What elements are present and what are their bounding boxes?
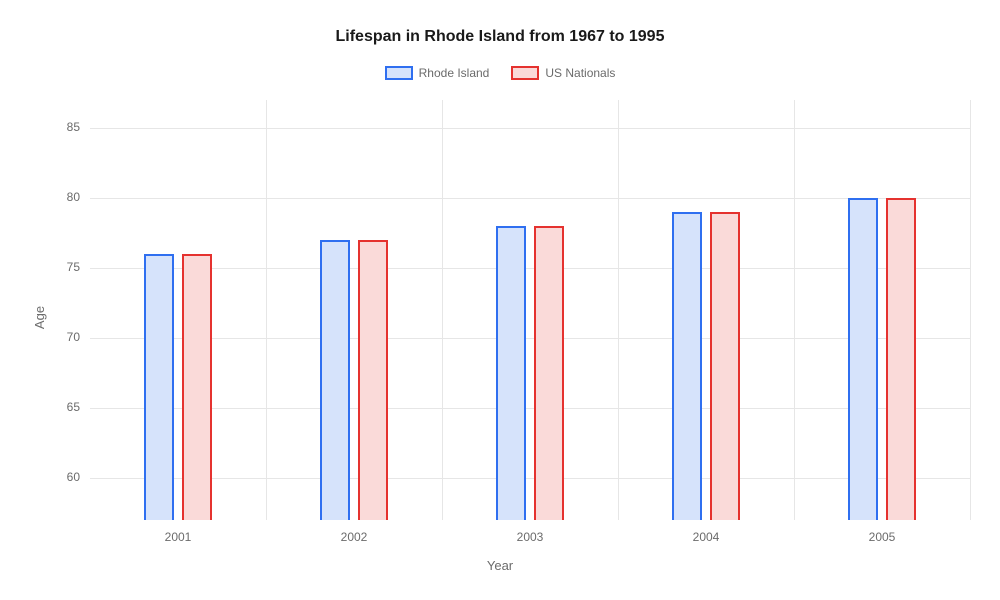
chart-container: Lifespan in Rhode Island from 1967 to 19… [0, 0, 1000, 600]
legend-item: Rhode Island [385, 66, 490, 80]
x-tick-label: 2002 [324, 530, 384, 544]
bar [144, 254, 174, 520]
bar [886, 198, 916, 520]
x-tick-label: 2004 [676, 530, 736, 544]
y-tick-label: 70 [67, 330, 80, 344]
legend-swatch [511, 66, 539, 80]
gridline-horizontal [90, 478, 970, 479]
gridline-horizontal [90, 268, 970, 269]
gridline-horizontal [90, 338, 970, 339]
bar [358, 240, 388, 520]
bar [496, 226, 526, 520]
bar [534, 226, 564, 520]
y-tick-label: 75 [67, 260, 80, 274]
y-tick-label: 85 [67, 120, 80, 134]
y-axis-label: Age [32, 306, 47, 329]
gridline-vertical [794, 100, 795, 520]
chart-title: Lifespan in Rhode Island from 1967 to 19… [0, 28, 1000, 46]
legend-label: Rhode Island [419, 66, 490, 80]
gridline-vertical [618, 100, 619, 520]
y-tick-label: 60 [67, 470, 80, 484]
bar [320, 240, 350, 520]
x-tick-label: 2003 [500, 530, 560, 544]
bar [182, 254, 212, 520]
y-tick-label: 65 [67, 400, 80, 414]
gridline-vertical [266, 100, 267, 520]
legend-item: US Nationals [511, 66, 615, 80]
bar [672, 212, 702, 520]
legend-swatch [385, 66, 413, 80]
x-axis-label: Year [0, 558, 1000, 573]
legend: Rhode Island US Nationals [0, 66, 1000, 80]
bar [848, 198, 878, 520]
gridline-vertical [442, 100, 443, 520]
x-tick-label: 2005 [852, 530, 912, 544]
bar [710, 212, 740, 520]
gridline-horizontal [90, 198, 970, 199]
gridline-horizontal [90, 128, 970, 129]
gridline-horizontal [90, 408, 970, 409]
plot-area [90, 100, 970, 520]
x-tick-label: 2001 [148, 530, 208, 544]
y-tick-label: 80 [67, 190, 80, 204]
gridline-vertical [970, 100, 971, 520]
legend-label: US Nationals [545, 66, 615, 80]
